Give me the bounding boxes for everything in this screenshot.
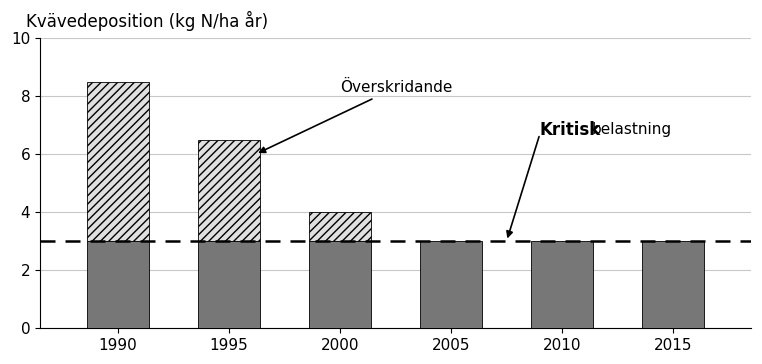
Bar	[642, 241, 704, 328]
Text: Överskridande: Överskridande	[260, 80, 453, 153]
Bar	[309, 241, 371, 328]
Bar	[87, 241, 149, 328]
Text: Kritisk: Kritisk	[539, 120, 601, 139]
Text: Kvävedeposition (kg N/ha år): Kvävedeposition (kg N/ha år)	[26, 11, 268, 31]
Bar	[198, 140, 260, 241]
Bar	[198, 241, 260, 328]
Bar	[531, 241, 593, 328]
Bar	[309, 212, 371, 241]
Text: belastning: belastning	[592, 122, 672, 137]
Bar	[87, 82, 149, 241]
Bar	[420, 241, 482, 328]
